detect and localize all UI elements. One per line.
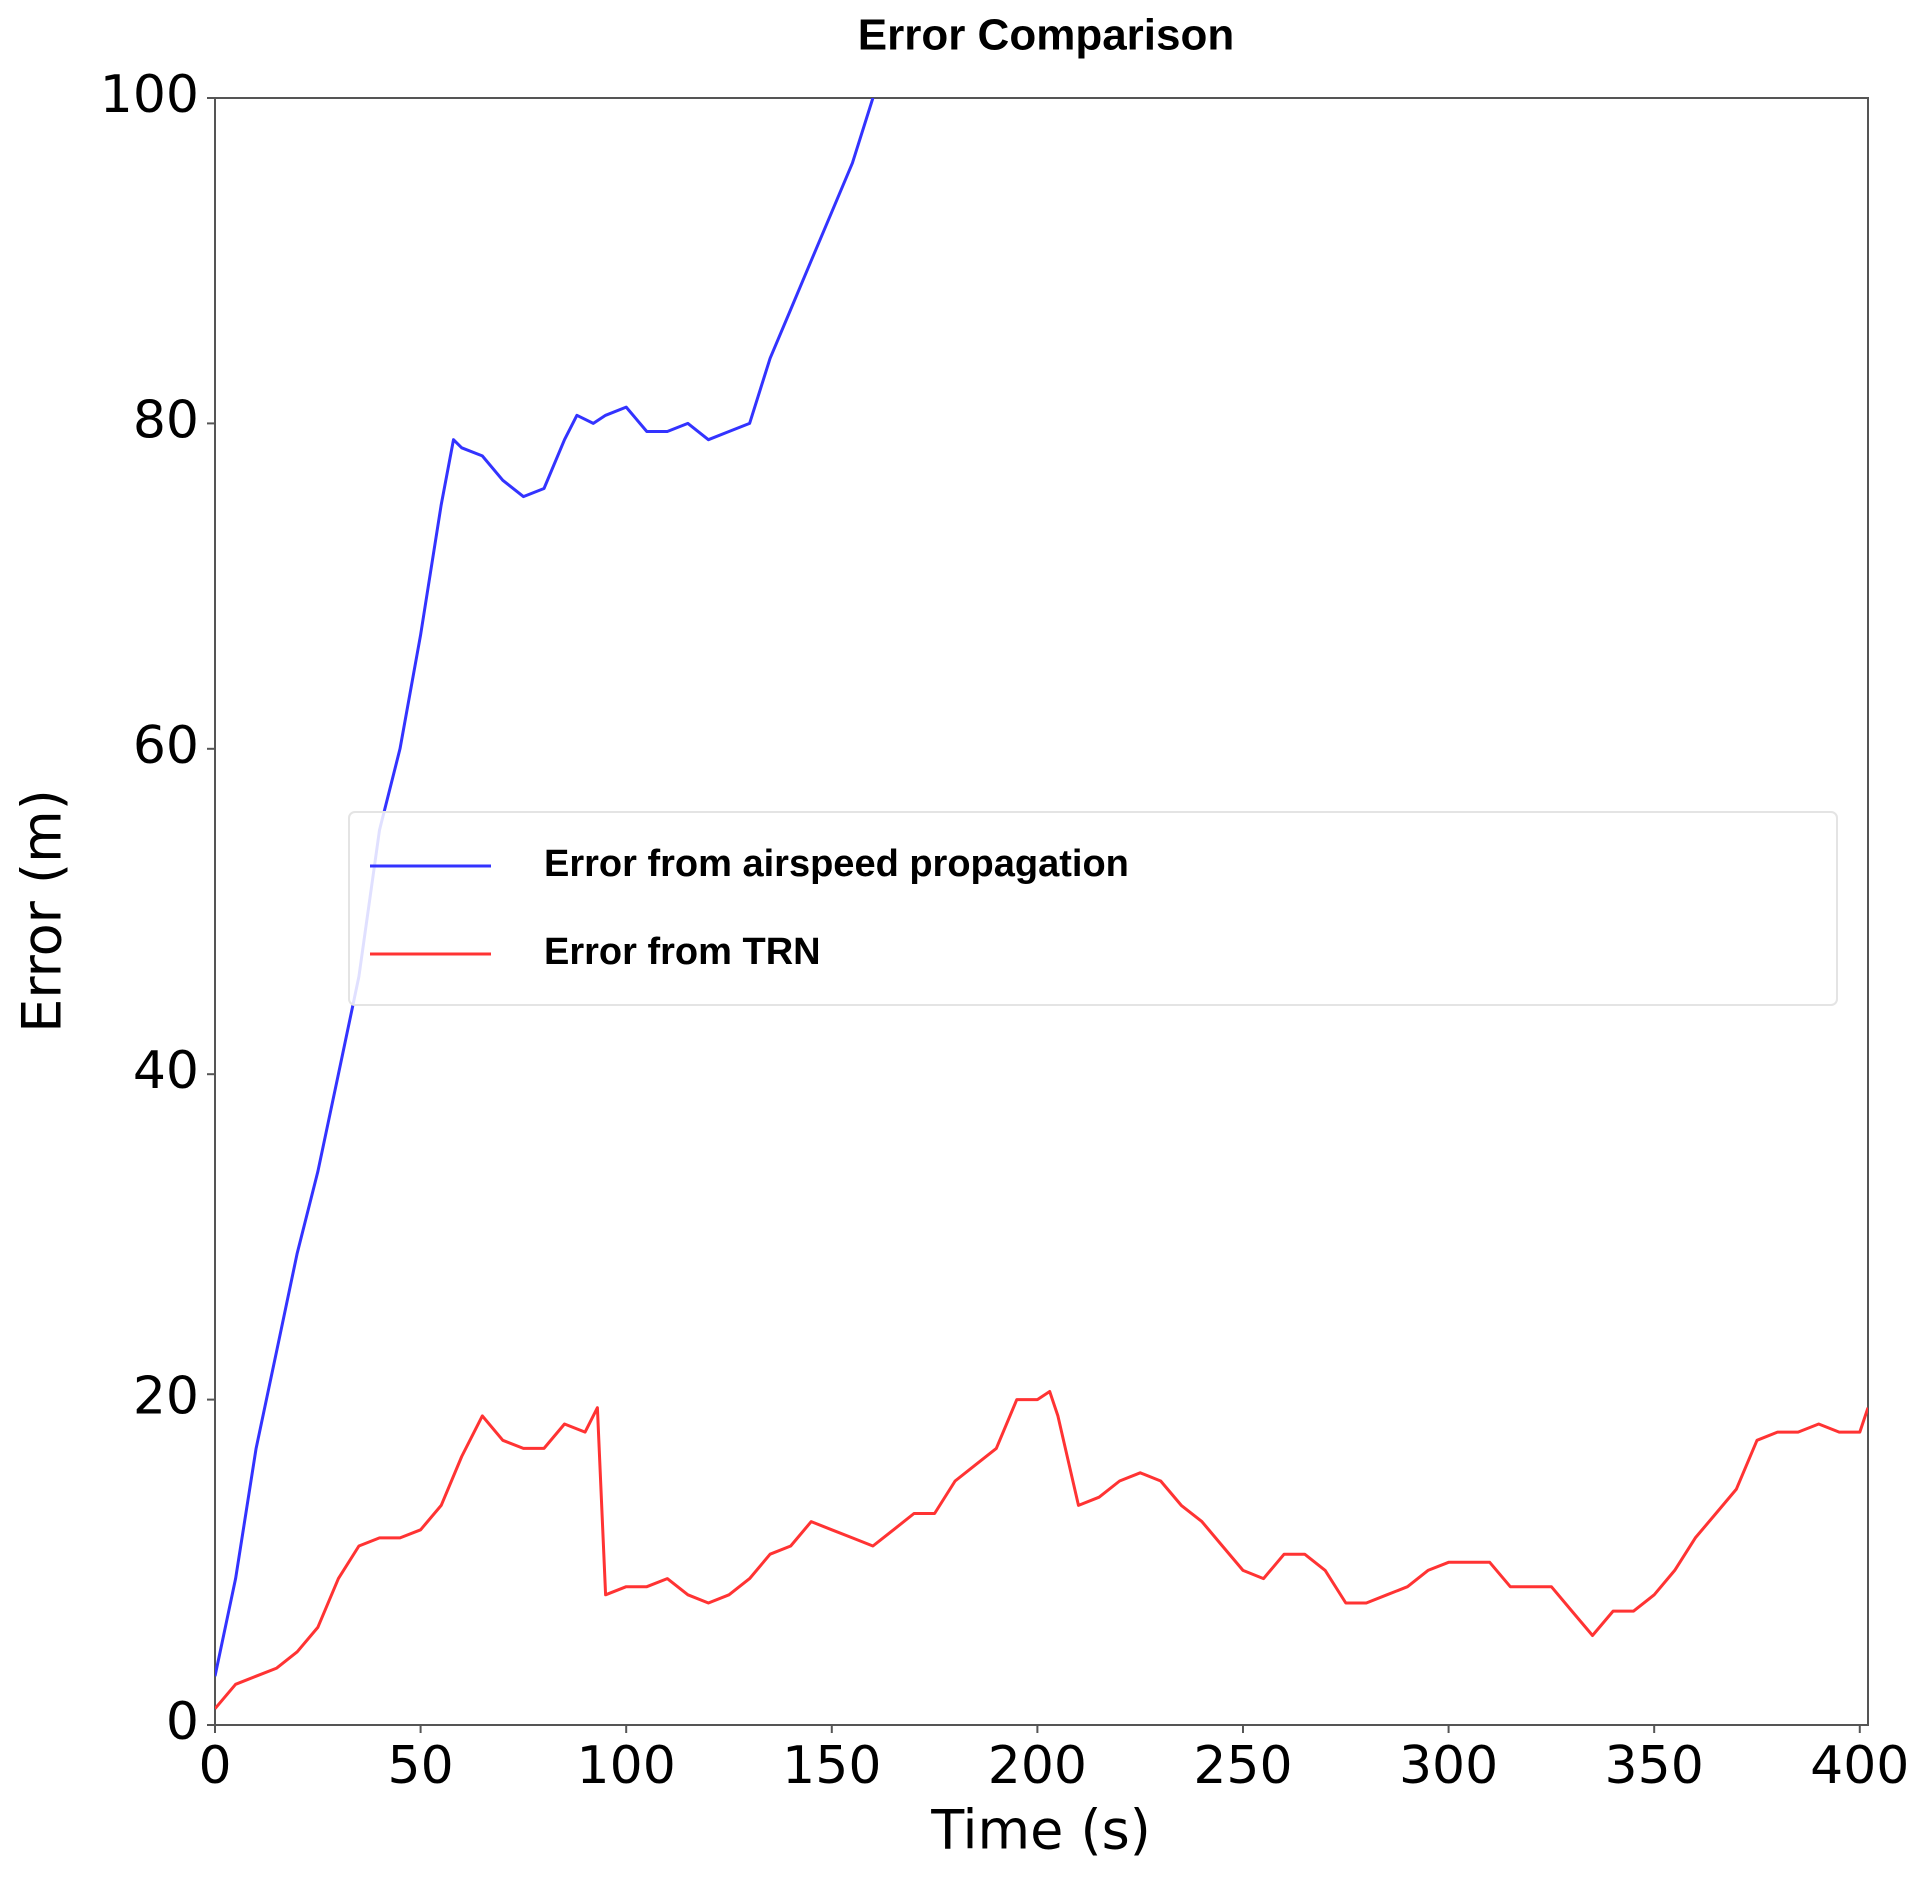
y-tick-label: 60	[133, 716, 199, 776]
legend-frame	[348, 811, 1838, 1006]
x-tick-label: 150	[782, 1736, 881, 1796]
y-tick-label: 80	[133, 390, 199, 450]
x-tick-label: 300	[1399, 1736, 1498, 1796]
x-tick-label: 200	[988, 1736, 1087, 1796]
y-tick-label: 0	[166, 1692, 199, 1752]
line	[215, 1390, 1868, 1710]
plot-frame	[214, 97, 1869, 1726]
plot-area	[215, 98, 1868, 1710]
x-tick-label: 250	[1193, 1736, 1292, 1796]
chart-title: Error Comparison	[858, 11, 1235, 60]
line	[215, 98, 875, 1677]
x-tick-label: 0	[198, 1736, 231, 1796]
y-tick-label: 20	[133, 1367, 199, 1427]
x-tick-label: 350	[1605, 1736, 1704, 1796]
y-tick-label: 40	[133, 1041, 199, 1101]
legend-label: Error from TRN	[544, 931, 821, 973]
x-tick-label: 100	[577, 1736, 676, 1796]
legend-label: Error from airspeed propagation	[544, 843, 1129, 885]
y-tick-label: 100	[100, 65, 199, 125]
y-axis-label: Error (m)	[11, 789, 74, 1033]
x-axis-label: Time (s)	[930, 1799, 1151, 1862]
x-tick-label: 400	[1810, 1736, 1909, 1796]
legend: Error from airspeed propagation Error fro…	[348, 811, 1838, 1006]
x-tick-label: 50	[388, 1736, 454, 1796]
